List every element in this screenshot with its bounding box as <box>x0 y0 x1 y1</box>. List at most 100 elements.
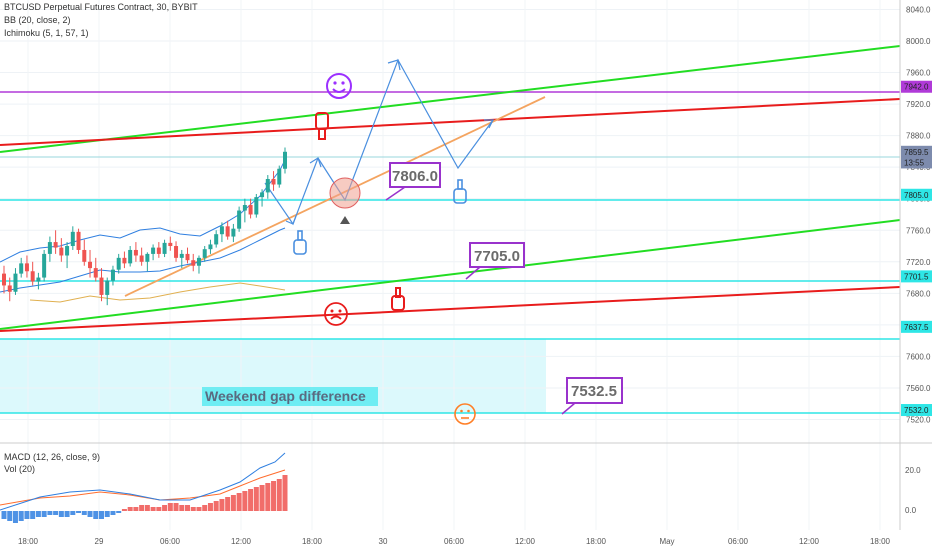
macd-bar <box>225 497 231 511</box>
candle <box>53 230 58 254</box>
callout-7806-text: 7806.0 <box>392 168 438 185</box>
candle <box>219 222 224 243</box>
macd-bar <box>127 507 133 511</box>
macd-bar <box>150 507 156 511</box>
grid-lines <box>0 0 900 530</box>
macd-bar <box>35 511 41 517</box>
green-channel-lower[interactable] <box>0 219 901 330</box>
price-axis-ticks: 8040.08000.07960.07920.07880.07840.07800… <box>906 5 931 424</box>
macd-bar <box>104 511 110 517</box>
candle <box>110 265 115 286</box>
candle <box>196 255 201 274</box>
red-channel-upper[interactable] <box>0 98 901 146</box>
svg-text:7532.0: 7532.0 <box>904 406 929 415</box>
macd-bar <box>133 507 139 511</box>
candle <box>76 228 81 254</box>
candle <box>139 247 144 266</box>
neutral-face-icon <box>454 403 476 425</box>
red-channel-lower[interactable] <box>0 286 901 332</box>
candle <box>202 246 207 262</box>
svg-text:13:55: 13:55 <box>904 158 925 167</box>
vol-legend[interactable]: Vol (20) <box>4 464 36 474</box>
price-tick-label: 7680.0 <box>906 289 931 298</box>
candle <box>145 252 150 272</box>
candle <box>65 242 70 269</box>
candle <box>47 236 52 262</box>
price-tag: 13:55 <box>901 156 932 169</box>
macd-tick-0: 0.0 <box>905 506 917 515</box>
candle <box>237 206 242 232</box>
candle <box>265 175 270 199</box>
candle <box>116 253 121 274</box>
candle <box>277 165 282 188</box>
candle <box>185 247 190 264</box>
candle <box>254 193 259 218</box>
macd-bar <box>179 505 185 511</box>
gap-label[interactable]: Weekend gap difference <box>202 387 378 406</box>
green-channel-upper[interactable] <box>0 45 901 153</box>
macd-bar <box>87 511 93 517</box>
price-tick-label: 7760.0 <box>906 226 931 235</box>
candle <box>156 242 161 258</box>
callout-7705[interactable]: 7705.0 <box>465 242 525 280</box>
macd-bar <box>98 511 104 519</box>
macd-bar <box>24 511 30 519</box>
frown-face-icon <box>324 302 348 326</box>
arrow-head-4 <box>285 215 297 225</box>
macd-bar <box>53 511 59 515</box>
ichimoku-legend[interactable]: Ichimoku (5, 1, 57, 1) <box>4 28 89 38</box>
callout-7532[interactable]: 7532.5 <box>561 377 623 415</box>
hand-pointer-blue-icon-1 <box>293 230 307 255</box>
candle <box>128 246 133 267</box>
macd-bar <box>259 485 265 511</box>
candle <box>93 257 98 282</box>
bb-legend[interactable]: BB (20, close, 2) <box>4 15 71 25</box>
arrow-head-2 <box>387 59 401 71</box>
macd-bar <box>41 511 47 517</box>
candle <box>225 220 230 240</box>
candle <box>30 261 35 286</box>
up-arrow-marker <box>340 216 350 224</box>
time-axis-ticks: 18:00 29 06:00 12:00 18:00 30 06:00 12:00 18:00 M… <box>18 537 891 546</box>
arrow-head-1 <box>309 157 322 168</box>
macd-bar <box>196 507 202 511</box>
svg-text:7637.5: 7637.5 <box>904 323 929 332</box>
candle <box>162 239 167 258</box>
candle <box>2 265 6 294</box>
macd-bar <box>47 511 53 515</box>
macd-bar <box>116 511 122 513</box>
time-tick-label: 29 <box>95 537 104 546</box>
price-tag: 7942.0 <box>901 80 932 93</box>
candle <box>191 253 196 272</box>
candle <box>70 226 75 250</box>
macd-bar <box>12 511 18 523</box>
macd-bar <box>58 511 64 517</box>
time-tick-label: 18:00 <box>302 537 323 546</box>
thumbs-down-red-icon <box>315 112 329 140</box>
macd-line <box>0 452 286 511</box>
candle <box>133 242 138 262</box>
candle <box>208 239 213 254</box>
svg-text:7942.0: 7942.0 <box>904 83 929 92</box>
macd-bar <box>110 511 116 515</box>
price-tick-label: 7920.0 <box>906 100 931 109</box>
price-tick-label: 7960.0 <box>906 69 931 78</box>
price-tick-label: 8000.0 <box>906 37 931 46</box>
symbol-title[interactable]: BTCUSD Perpetual Futures Contract, 30, B… <box>4 2 198 12</box>
candle <box>105 277 110 306</box>
callout-7806[interactable]: 7806.0 <box>385 162 441 201</box>
macd-legend[interactable]: MACD (12, 26, close, 9) <box>4 452 101 462</box>
time-tick-label: 12:00 <box>515 537 536 546</box>
time-tick-label: 06:00 <box>728 537 749 546</box>
macd-bar <box>30 511 36 519</box>
macd-bar <box>219 499 225 511</box>
macd-bar <box>64 511 70 517</box>
candle <box>99 268 104 302</box>
macd-bar <box>93 511 99 519</box>
price-tags: 7942.0 7859.513:55 7805.0 7701.5 7637.5 7532.… <box>901 80 932 417</box>
candle <box>214 230 219 248</box>
macd-bar <box>265 483 271 511</box>
smiley-face-icon <box>326 73 352 99</box>
